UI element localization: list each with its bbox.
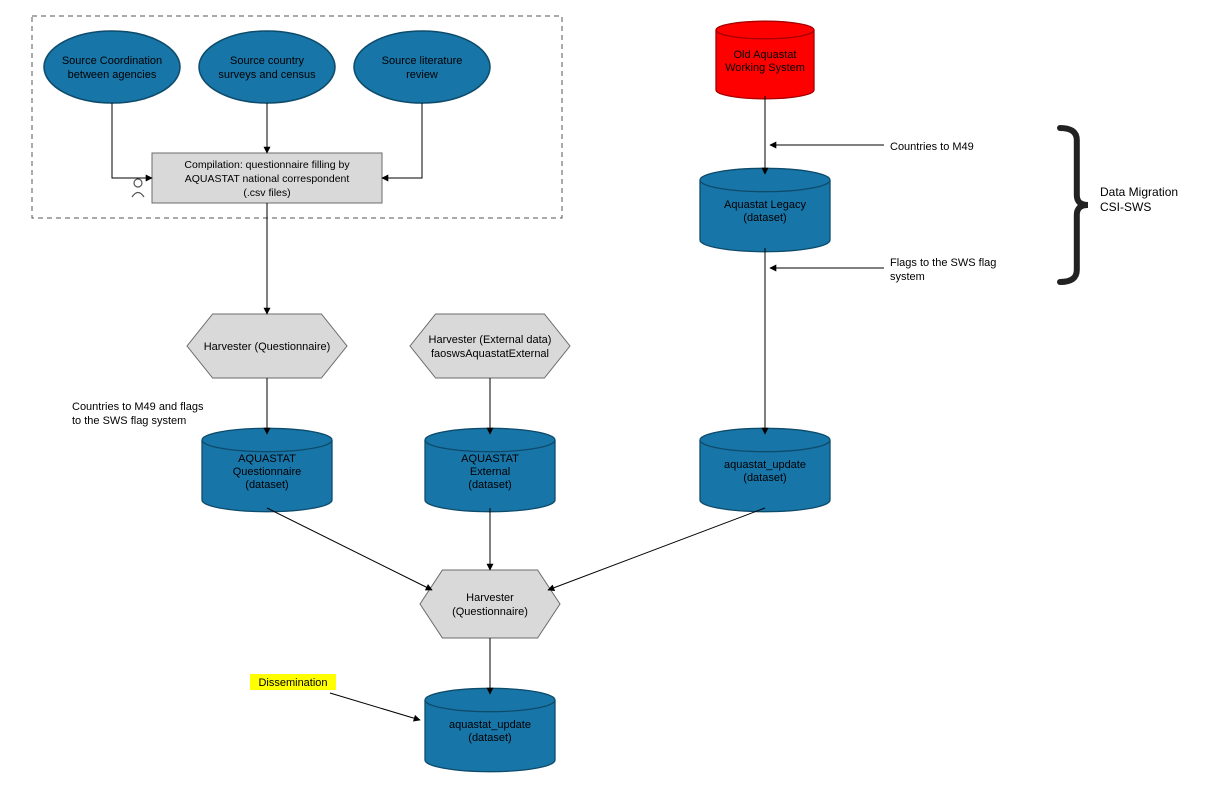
harvester-questionnaire-2-l2: (Questionnaire) [452,606,528,618]
label-flags-sws-2: system [890,271,925,283]
aquastat-external-cylinder-l3: (dataset) [468,479,511,491]
harvester-external-l1: Harvester (External data) [429,334,552,346]
label-countries-flags-1: Countries to M49 and flags [72,401,204,413]
arrow-src3-to-comp [382,103,422,178]
person-icon [134,179,142,187]
source-country-l1: Source country [230,55,304,67]
label-flags-sws-1: Flags to the SWS flag [890,257,996,269]
compilation-l3: (.csv files) [243,187,290,199]
source-literature-l1: Source literature [382,55,463,67]
aquastat-external-cylinder-l2: External [470,466,510,478]
aquastat-update1-cylinder-l2: (dataset) [743,472,786,484]
label-countries-m49: Countries to M49 [890,141,974,153]
old-aquastat-cylinder-l1: Old Aquastat [734,49,797,61]
old-aquastat-cylinder-l2: Working System [725,62,805,74]
arrow-cylq-to-hex3 [267,508,432,590]
label-countries-flags-2: to the SWS flag system [72,415,186,427]
aquastat-questionnaire-cylinder-l2: Questionnaire [233,466,302,478]
aquastat-external-cylinder-l1: AQUASTAT [461,453,519,465]
aquastat-questionnaire-cylinder-l3: (dataset) [245,479,288,491]
label-dissemination: Dissemination [258,677,327,689]
label-data-migration-2: CSI-SWS [1100,200,1151,214]
aquastat-legacy-cylinder-l1: Aquastat Legacy [724,199,806,211]
aquastat-legacy-cylinder-l2: (dataset) [743,212,786,224]
aquastat-update1-cylinder-l1: aquastat_update [724,459,806,471]
harvester-external [410,314,570,378]
compilation-l2: AQUASTAT national correspondent [185,173,350,185]
arrow-dissem-to-update2 [330,693,420,720]
harvester-questionnaire-2 [420,570,560,638]
harvester-questionnaire-1-l1: Harvester (Questionnaire) [204,341,331,353]
harvester-external-l2: faoswsAquastatExternal [431,348,549,360]
source-coordination [44,31,180,103]
arrow-update1-to-hex3 [548,508,765,590]
arrow-src1-to-comp [112,103,152,178]
compilation-l1: Compilation: questionnaire filling by [184,159,350,171]
source-literature-l2: review [406,69,438,81]
aquastat-questionnaire-cylinder-l1: AQUASTAT [238,453,296,465]
person-body-icon [132,193,144,198]
aquastat-update2-cylinder-l2: (dataset) [468,732,511,744]
label-data-migration-1: Data Migration [1100,185,1178,199]
source-country [199,31,335,103]
harvester-questionnaire-2-l1: Harvester [466,592,514,604]
source-coordination-l2: between agencies [68,69,157,81]
aquastat-update2-cylinder-l1: aquastat_update [449,719,531,731]
curly-brace [1060,128,1088,282]
source-coordination-l1: Source Coordination [62,55,162,67]
source-country-l2: surveys and census [218,69,316,81]
source-literature [354,31,490,103]
